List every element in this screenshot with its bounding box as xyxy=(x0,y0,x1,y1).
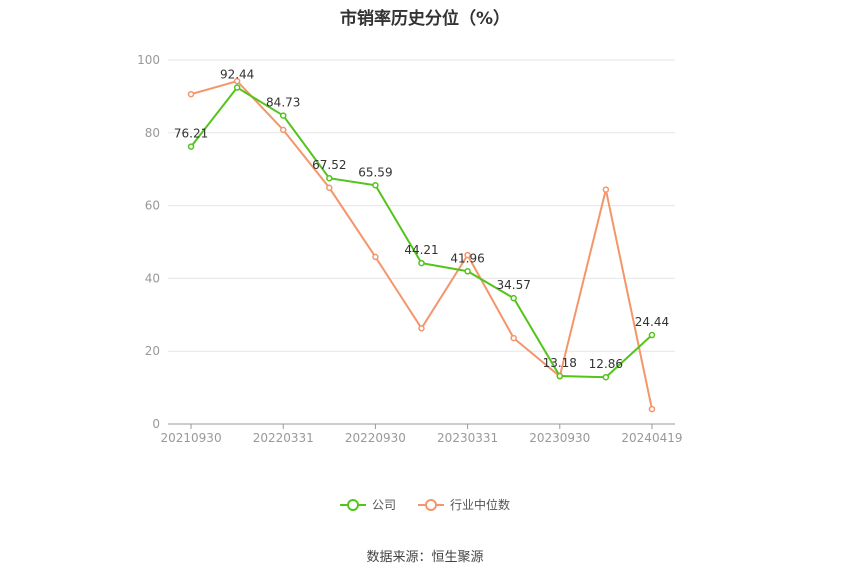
data-label: 67.52 xyxy=(312,158,346,172)
data-point-0 xyxy=(418,259,425,267)
data-point-1 xyxy=(326,184,333,192)
legend-label-company: 公司 xyxy=(371,498,396,512)
legend-label-industry-median: 行业中位数 xyxy=(450,498,511,512)
y-tick-label: 0 xyxy=(152,417,160,431)
data-label: 76.21 xyxy=(174,127,208,141)
data-label: 34.57 xyxy=(497,278,531,292)
data-point-0 xyxy=(372,182,379,189)
data-label: 65.59 xyxy=(358,165,392,179)
legend: 公司 行业中位数 xyxy=(0,496,850,513)
legend-swatch-industry-median xyxy=(418,498,444,512)
data-source-note: 数据来源：恒生聚源 xyxy=(366,550,484,565)
data-point-0 xyxy=(602,373,610,381)
data-point-1 xyxy=(279,126,287,134)
y-tick-label: 80 xyxy=(145,126,160,140)
data-point-0 xyxy=(233,84,241,91)
y-tick-label: 60 xyxy=(145,199,160,213)
data-point-1 xyxy=(648,405,656,413)
x-tick-label: 20230331 xyxy=(437,431,498,445)
x-tick-label: 20220331 xyxy=(253,431,314,445)
data-label: 24.44 xyxy=(635,315,669,329)
data-label: 13.18 xyxy=(543,356,577,370)
data-point-0 xyxy=(279,112,287,119)
legend-item-company[interactable]: 公司 xyxy=(339,496,396,513)
data-point-0 xyxy=(648,331,656,339)
x-tick-label: 20230930 xyxy=(529,431,590,445)
data-label: 12.86 xyxy=(589,357,623,371)
data-label: 41.96 xyxy=(450,251,484,265)
data-point-1 xyxy=(510,334,517,342)
data-label: 84.73 xyxy=(266,96,300,110)
data-point-1 xyxy=(602,186,610,193)
chart-title: 市销率历史分位（%） xyxy=(339,9,511,29)
data-point-1 xyxy=(418,325,425,332)
data-label: 92.44 xyxy=(220,68,254,82)
data-point-0 xyxy=(326,174,333,182)
y-tick-label: 100 xyxy=(137,53,160,67)
data-point-1 xyxy=(233,77,241,85)
data-point-1 xyxy=(187,90,195,98)
data-point-1 xyxy=(372,253,379,261)
y-tick-label: 40 xyxy=(145,271,160,285)
legend-swatch-company xyxy=(339,498,366,512)
legend-item-industry-median[interactable]: 行业中位数 xyxy=(418,496,510,513)
data-point-0 xyxy=(556,372,564,380)
data-point-0 xyxy=(464,268,471,275)
x-tick-label: 20210930 xyxy=(161,431,222,445)
series-line-0 xyxy=(190,86,653,379)
data-point-0 xyxy=(187,143,195,150)
data-point-1 xyxy=(464,251,471,259)
y-tick-label: 20 xyxy=(145,344,160,358)
data-point-0 xyxy=(510,294,517,302)
data-label: 44.21 xyxy=(404,243,438,257)
x-tick-label: 20220930 xyxy=(345,431,406,445)
x-tick-label: 20240419 xyxy=(621,431,682,445)
